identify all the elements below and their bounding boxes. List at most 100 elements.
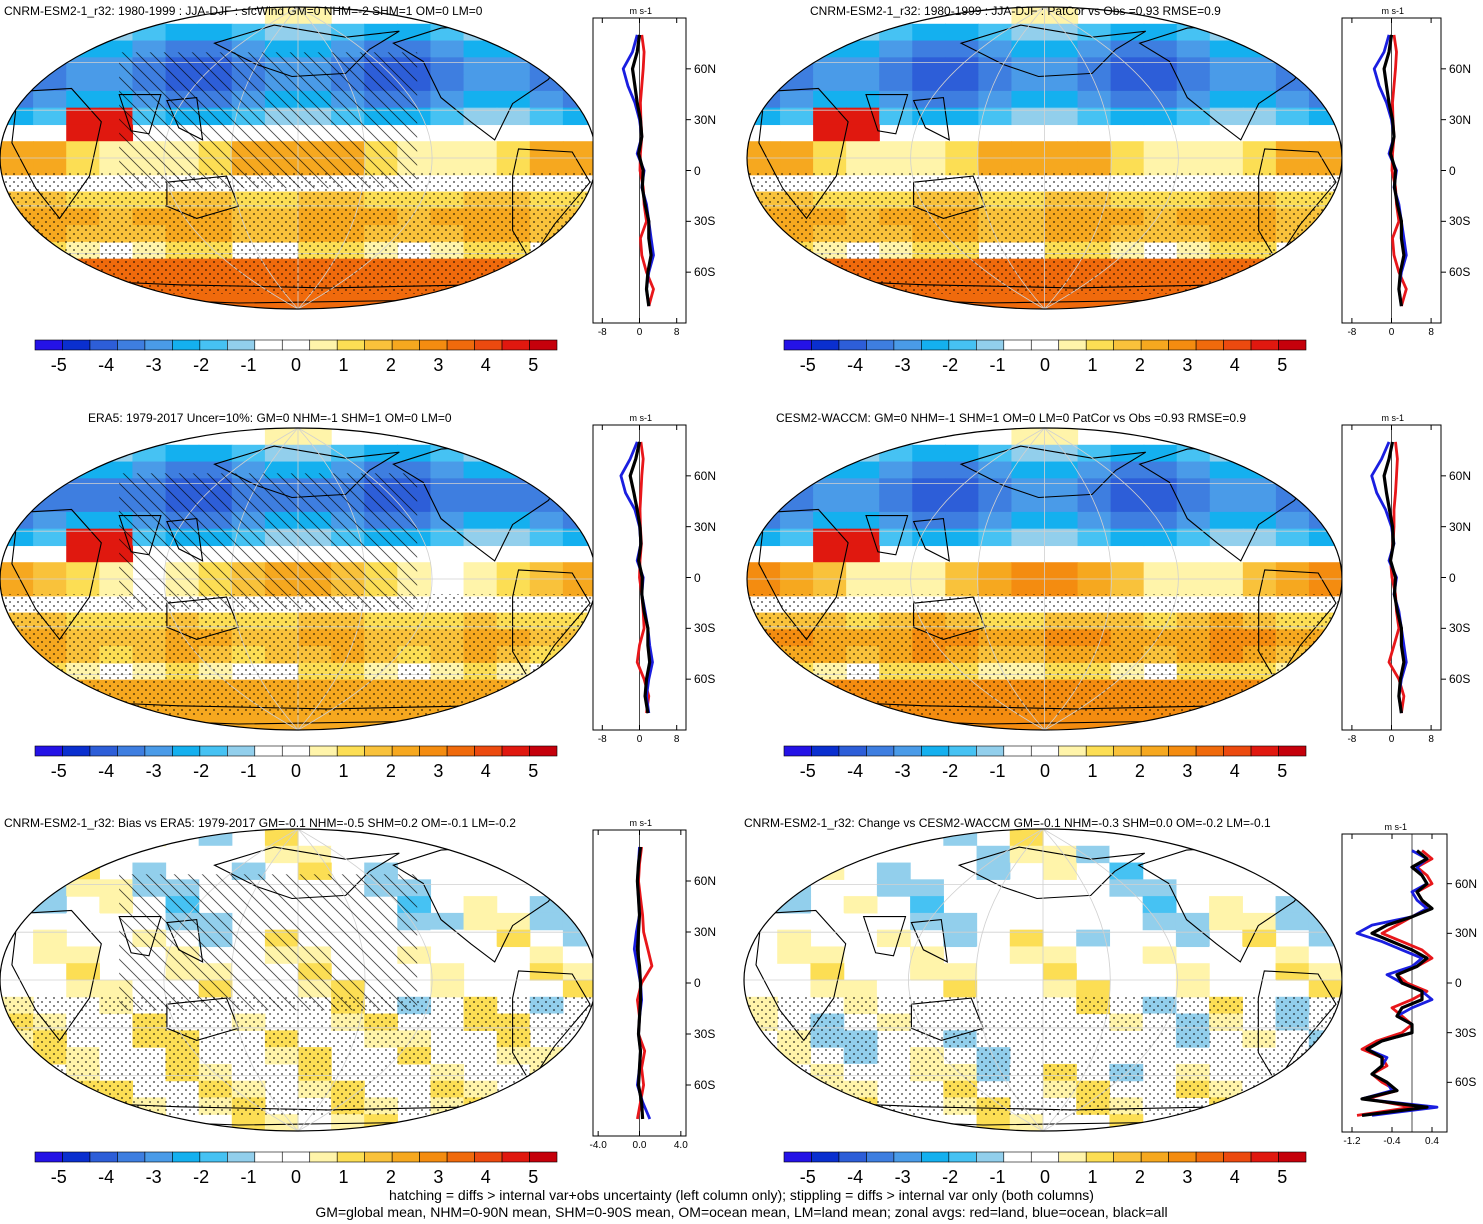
map-cell bbox=[747, 444, 781, 463]
colorbar-swatch bbox=[811, 745, 840, 757]
map-cell bbox=[1275, 679, 1310, 698]
map-cell bbox=[496, 23, 531, 42]
map-cell bbox=[876, 879, 911, 897]
colorbar-swatch bbox=[893, 745, 922, 757]
map-cell bbox=[198, 428, 233, 446]
map-cell bbox=[747, 495, 781, 513]
map-cell bbox=[562, 275, 596, 293]
map-cell bbox=[66, 862, 100, 880]
map-cell bbox=[496, 275, 531, 293]
zonal-y-label: 60N bbox=[694, 468, 717, 483]
map-cell bbox=[1143, 90, 1178, 109]
map-cell bbox=[780, 141, 814, 159]
colorbar-label: -2 bbox=[942, 355, 959, 375]
zonal-line-land bbox=[1387, 441, 1406, 714]
colorbar-label: -2 bbox=[193, 1167, 210, 1187]
map-cell bbox=[1275, 141, 1310, 159]
map-cell bbox=[430, 963, 465, 981]
map-cell bbox=[198, 23, 233, 42]
colorbar-swatch bbox=[866, 339, 895, 351]
map-cell bbox=[1209, 461, 1244, 479]
map-cell bbox=[846, 461, 880, 479]
zonal-y-label: 60N bbox=[694, 61, 717, 76]
map-cell bbox=[496, 57, 531, 75]
zonal-y-label: 60S bbox=[694, 672, 716, 687]
map-cell bbox=[1242, 912, 1277, 931]
colorbar bbox=[783, 1151, 1307, 1163]
map-cell bbox=[1308, 158, 1342, 176]
colorbar-swatch bbox=[976, 339, 1005, 351]
map-cell bbox=[0, 141, 34, 159]
map-cell bbox=[529, 679, 564, 698]
map-cell bbox=[879, 495, 913, 513]
map-cell bbox=[0, 696, 34, 714]
colorbar-swatch bbox=[364, 1151, 393, 1163]
map-cell bbox=[33, 829, 67, 847]
map-cell bbox=[744, 1114, 778, 1131]
map-cell bbox=[331, 713, 365, 730]
map-cell bbox=[1077, 158, 1112, 176]
map-cell bbox=[364, 428, 398, 446]
map-cell bbox=[1242, 528, 1277, 547]
map-cell bbox=[846, 579, 880, 597]
map-cell bbox=[1110, 511, 1145, 530]
map-cell bbox=[1011, 141, 1046, 159]
colorbar-swatch bbox=[1085, 339, 1114, 351]
zonal-y-label: 60N bbox=[694, 874, 717, 888]
map-cell bbox=[264, 1114, 299, 1131]
colorbar-label: -3 bbox=[894, 355, 911, 375]
map-cell bbox=[1044, 7, 1079, 25]
map-cell bbox=[978, 141, 1013, 159]
map-cell bbox=[1109, 862, 1144, 880]
map-cell bbox=[945, 528, 979, 547]
zonal-x-label: -8 bbox=[597, 734, 607, 745]
colorbar-swatch bbox=[1085, 745, 1114, 757]
map-cell bbox=[846, 562, 880, 580]
map-cell bbox=[747, 241, 781, 260]
map-cell bbox=[562, 646, 596, 664]
colorbar-swatch bbox=[281, 1151, 311, 1163]
map-cell bbox=[976, 946, 1011, 964]
colorbar-label: 4 bbox=[480, 355, 491, 375]
colorbar-swatch bbox=[783, 745, 812, 757]
map-cell bbox=[1209, 579, 1244, 597]
map-cell bbox=[912, 562, 946, 580]
map-cell bbox=[1077, 107, 1112, 126]
map-cell bbox=[66, 275, 100, 293]
zonal-panel bbox=[1341, 424, 1446, 731]
map-cell bbox=[562, 444, 596, 463]
zonal-y-label: 30N bbox=[1455, 926, 1478, 941]
map-cell bbox=[1308, 40, 1342, 58]
map-cell bbox=[331, 444, 365, 463]
map-cell bbox=[744, 862, 778, 880]
map-cell bbox=[264, 292, 299, 309]
panel-2 bbox=[746, 6, 1446, 351]
colorbar-swatch bbox=[1223, 745, 1252, 757]
map-cell bbox=[1044, 528, 1079, 547]
map-cell bbox=[0, 444, 34, 463]
map-cell bbox=[1242, 980, 1277, 998]
map-cell bbox=[1308, 829, 1342, 847]
map-cell bbox=[978, 461, 1013, 479]
map-cell bbox=[876, 929, 911, 948]
map-cell bbox=[562, 713, 596, 730]
colorbar-swatch bbox=[144, 339, 173, 351]
map-cell bbox=[0, 428, 34, 446]
map-cell bbox=[780, 562, 814, 580]
map-cell bbox=[496, 511, 531, 530]
map-cell bbox=[810, 946, 845, 964]
colorbar-swatch bbox=[446, 1151, 475, 1163]
map-cell bbox=[1076, 845, 1111, 864]
zonal-units: m s-1 bbox=[629, 818, 653, 828]
map-cell bbox=[1242, 444, 1277, 463]
map-cell bbox=[747, 646, 781, 664]
map-cell bbox=[813, 545, 847, 563]
colorbar-swatch bbox=[1168, 745, 1197, 757]
map-cell bbox=[780, 292, 814, 309]
map-cell bbox=[298, 713, 332, 730]
map-cell bbox=[747, 141, 781, 159]
zonal-panel bbox=[592, 17, 691, 324]
map-cell bbox=[132, 829, 167, 847]
map-cell bbox=[529, 1080, 564, 1099]
colorbar-swatch bbox=[1140, 745, 1169, 757]
